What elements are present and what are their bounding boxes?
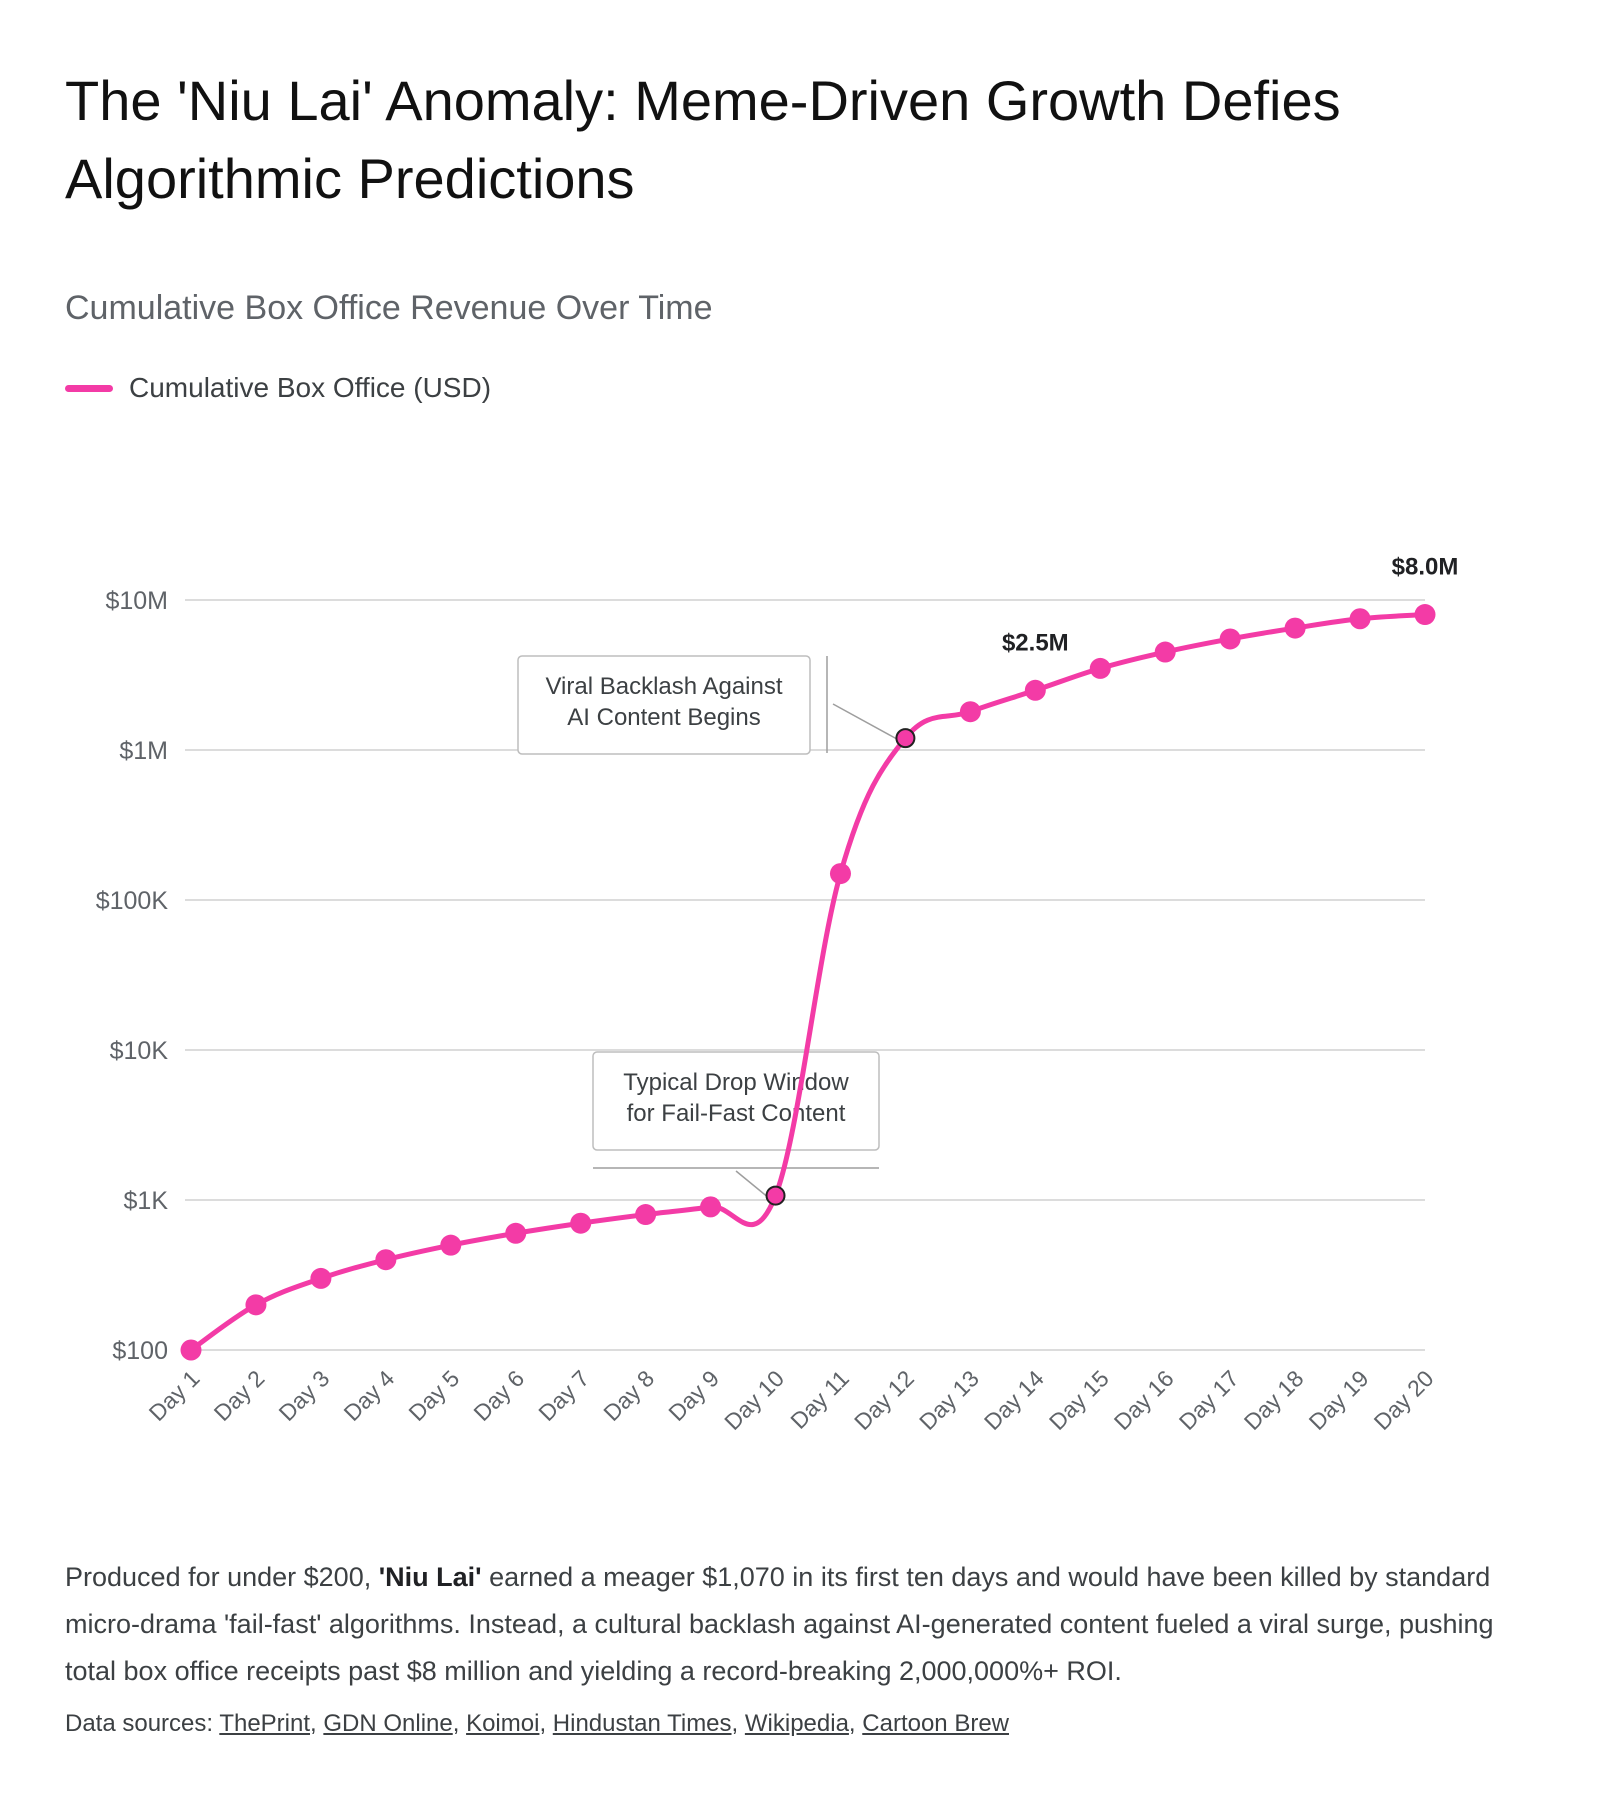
- data-point: [505, 1222, 527, 1244]
- x-tick-label: Day 20: [1369, 1365, 1439, 1435]
- x-tick-label: Day 12: [849, 1365, 919, 1435]
- source-link-hindustan-times[interactable]: Hindustan Times: [552, 1710, 732, 1737]
- y-axis-ticks: $100 $1K $10K $100K $1M $10M: [96, 587, 169, 1365]
- annotation-10: Typical Drop Window for Fail-Fast Content: [592, 1051, 880, 1204]
- data-point: [1024, 679, 1046, 701]
- annotation-text: AI Content Begins: [567, 704, 760, 731]
- description-film-name: 'Niu Lai': [378, 1562, 482, 1592]
- data-point: [1154, 641, 1176, 663]
- data-point: [570, 1212, 592, 1234]
- x-tick-label: Day 6: [468, 1365, 529, 1426]
- legend-swatch: [65, 384, 113, 392]
- highlighted-data-point: [895, 728, 916, 749]
- x-tick-label: Day 2: [209, 1365, 270, 1426]
- annotation-text: Viral Backlash Against: [545, 673, 782, 700]
- y-tick-label: $1K: [124, 1187, 169, 1215]
- annotation-text: for Fail-Fast Content: [627, 1100, 846, 1127]
- data-labels: $2.5M $8.0M: [1002, 554, 1458, 657]
- x-tick-label: Day 17: [1174, 1365, 1244, 1435]
- chart-description: Produced for under $200, 'Niu Lai' earne…: [65, 1554, 1525, 1695]
- y-tick-label: $100: [112, 1337, 168, 1365]
- data-label: $8.0M: [1392, 554, 1459, 581]
- x-tick-label: Day 11: [785, 1365, 854, 1434]
- annotation-text: Typical Drop Window: [623, 1069, 849, 1096]
- x-tick-label: Day 19: [1304, 1365, 1374, 1435]
- x-tick-label: Day 14: [979, 1365, 1049, 1435]
- description-prefix: Produced for under $200,: [65, 1562, 379, 1592]
- x-tick-label: Day 15: [1044, 1365, 1114, 1435]
- annotation-box: [517, 655, 811, 755]
- data-sources: Data sources: ThePrint, GDN Online, Koim…: [65, 1710, 1009, 1737]
- y-tick-label: $100K: [96, 887, 169, 915]
- data-point: [440, 1234, 462, 1256]
- x-tick-label: Day 16: [1109, 1365, 1179, 1435]
- x-tick-label: Day 8: [598, 1365, 659, 1426]
- data-point: [700, 1196, 722, 1218]
- x-tick-label: Day 7: [533, 1365, 594, 1426]
- data-point: [310, 1267, 332, 1289]
- x-tick-label: Day 5: [403, 1365, 464, 1426]
- x-tick-label: Day 9: [663, 1365, 724, 1426]
- data-point: [1219, 628, 1241, 650]
- source-link-theprint[interactable]: ThePrint: [219, 1710, 311, 1737]
- highlighted-data-point: [765, 1185, 786, 1206]
- source-link-cartoon-brew[interactable]: Cartoon Brew: [862, 1710, 1009, 1737]
- source-link-gdn-online[interactable]: GDN Online: [323, 1710, 453, 1737]
- annotations: Viral Backlash Against AI Content Begins T…: [517, 655, 907, 1204]
- data-point: [1414, 604, 1436, 626]
- series-line: [189, 612, 1426, 1353]
- y-tick-label: $10M: [105, 587, 168, 615]
- data-point: [1284, 617, 1306, 639]
- source-link-wikipedia[interactable]: Wikipedia: [744, 1710, 849, 1737]
- annotation-box: [592, 1051, 880, 1151]
- x-tick-label: Day 18: [1239, 1365, 1309, 1435]
- legend: Cumulative Box Office (USD): [65, 372, 491, 404]
- data-point: [635, 1204, 657, 1226]
- data-point: [245, 1294, 267, 1316]
- y-tick-label: $10K: [110, 1037, 169, 1065]
- chart-subtitle: Cumulative Box Office Revenue Over Time: [65, 289, 713, 327]
- sources-label: Data sources:: [65, 1710, 214, 1737]
- x-tick-label: Day 3: [274, 1365, 335, 1426]
- y-tick-label: $1M: [119, 737, 168, 765]
- description-suffix: earned a meager $1,070 in its first ten …: [65, 1562, 1494, 1686]
- series: [180, 604, 1436, 1361]
- data-label: $2.5M: [1002, 629, 1069, 656]
- data-point: [180, 1339, 202, 1361]
- x-tick-label: Day 1: [144, 1365, 205, 1426]
- data-point: [375, 1249, 397, 1271]
- data-point: [959, 701, 981, 723]
- annotation-leader: [832, 703, 907, 745]
- legend-label: Cumulative Box Office (USD): [129, 372, 492, 403]
- x-tick-label: Day 4: [339, 1365, 400, 1426]
- data-point: [1089, 657, 1111, 679]
- source-link-koimoi[interactable]: Koimoi: [466, 1710, 540, 1737]
- x-axis-ticks: Day 1 Day 2 Day 3 Day 4 Day 5 Day 6 Day 7 Day 8…: [144, 1365, 1439, 1435]
- annotation-12: Viral Backlash Against AI Content Begins: [517, 655, 907, 755]
- data-point: [1349, 608, 1371, 630]
- chart-title: The 'Niu Lai' Anomaly: Meme-Driven Growt…: [65, 69, 1341, 210]
- data-point: [829, 863, 851, 885]
- x-tick-label: Day 13: [914, 1365, 984, 1435]
- x-tick-label: Day 10: [719, 1365, 789, 1435]
